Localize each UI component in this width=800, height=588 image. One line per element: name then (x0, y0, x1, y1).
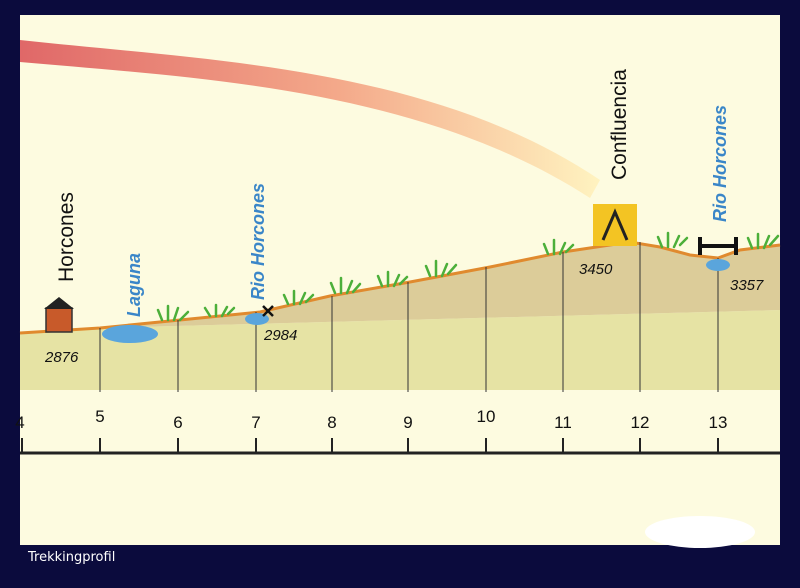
terrain-lower-band (20, 310, 780, 390)
elevation-label-3450: 3450 (579, 261, 613, 278)
water-label-rio-horcones-2: Rio Horcones (710, 105, 730, 222)
km-label-9: 9 (403, 413, 412, 432)
km-gridlines (99, 242, 719, 392)
camp-tent-icon (593, 204, 637, 246)
km-label-11: 11 (554, 413, 572, 432)
km-label-12: 12 (631, 413, 650, 432)
rio-horcones-2-water-icon (706, 259, 730, 271)
crossing-x-icon (262, 305, 274, 317)
grass-tuft-icons (156, 231, 780, 322)
km-label-4: 4 (15, 413, 24, 432)
km-label-10: 10 (477, 407, 496, 426)
laguna-water-pond-icon (102, 325, 158, 343)
km-label-13: 13 (709, 413, 728, 432)
figure-caption: Trekkingprofil (28, 550, 116, 565)
place-label-horcones: Horcones (55, 192, 78, 282)
km-axis-ticks (21, 438, 719, 453)
km-label-6: 6 (173, 413, 182, 432)
km-label-7: 7 (251, 413, 260, 432)
terrain-upper-band (20, 242, 780, 333)
white-highlight-shape (645, 516, 755, 548)
bridge-icon (698, 237, 738, 255)
elevation-label-3357: 3357 (730, 277, 764, 294)
water-label-rio-horcones-1: Rio Horcones (248, 183, 268, 300)
hut-icon (44, 297, 74, 333)
gradient-arc-arrow (20, 40, 600, 198)
km-label-8: 8 (327, 413, 336, 432)
place-label-confluencia: Confluencia (608, 69, 631, 180)
km-label-5: 5 (95, 407, 104, 426)
elevation-label-2984: 2984 (263, 327, 297, 344)
water-label-laguna: Laguna (124, 253, 144, 317)
elevation-label-2876: 2876 (44, 349, 79, 366)
elevation-profile-line (19, 240, 781, 335)
